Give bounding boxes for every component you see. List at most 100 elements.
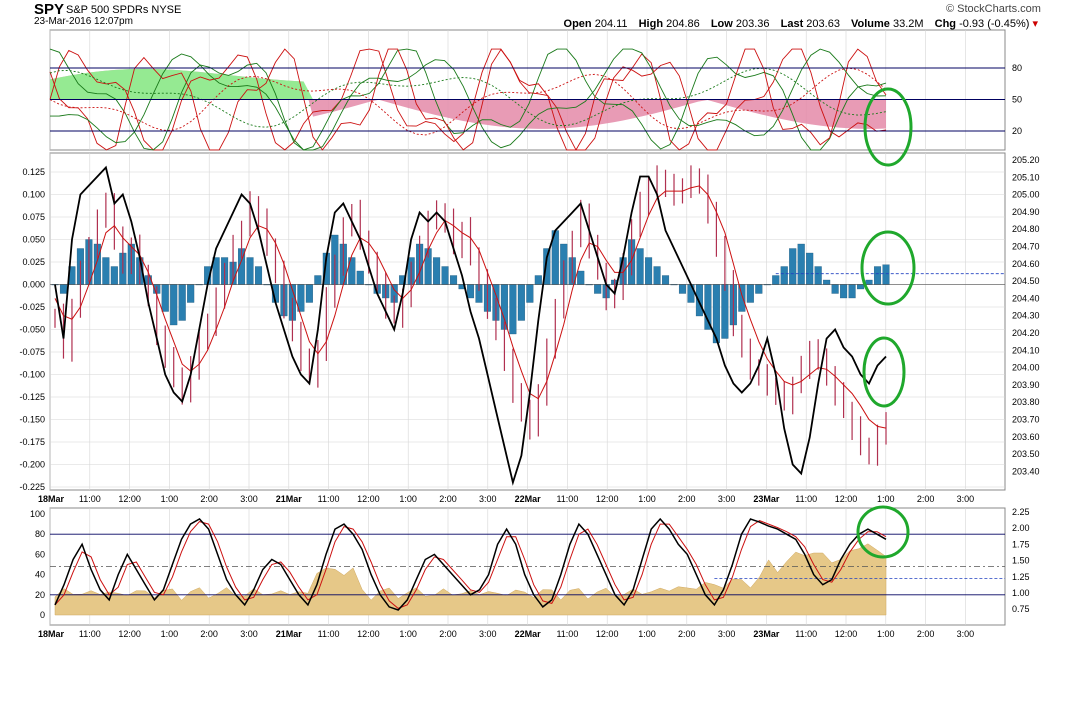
quote-summary: Open 204.11 High 204.86 Low 203.36 Last … [556, 17, 1038, 30]
upper-y-tick: 50 [1012, 95, 1022, 105]
main-x-tick: 2:00 [200, 494, 218, 504]
lower-x-tick: 12:00 [118, 629, 141, 639]
upper-y-tick: 80 [1012, 63, 1022, 73]
lower-x-tick: 21Mar [276, 629, 303, 639]
histogram-bar [187, 284, 195, 303]
upper-dotted-line [49, 67, 887, 128]
lower-x-tick: 3:00 [479, 629, 497, 639]
last-value: 203.63 [806, 18, 840, 30]
lower-x-tick: 3:00 [718, 629, 736, 639]
histogram-bar [704, 284, 712, 330]
main-y-tick-right: 204.80 [1012, 224, 1040, 234]
upper-red-line-2 [49, 48, 887, 151]
annotation-circle [856, 505, 910, 559]
lower-x-tick: 2:00 [200, 629, 218, 639]
main-x-tick: 3:00 [479, 494, 497, 504]
main-x-tick: 1:00 [638, 494, 656, 504]
lower-y-tick-right: 0.75 [1012, 604, 1030, 614]
histogram-bar [780, 266, 788, 285]
lower-x-tick: 1:00 [161, 629, 179, 639]
main-x-tick: 11:00 [556, 494, 578, 504]
histogram-bar [848, 284, 856, 299]
lower-y-tick-left: 60 [35, 549, 45, 559]
annotation-circle [863, 87, 913, 167]
security-name: S&P 500 SPDRs NYSE [66, 4, 181, 16]
lower-y-tick-left: 100 [30, 509, 45, 519]
histogram-bar [755, 284, 763, 294]
oscillator-line [54, 165, 887, 486]
histogram-bar [653, 266, 661, 285]
main-y-tick-left: -0.175 [19, 437, 45, 447]
main-y-tick-right: 205.20 [1012, 155, 1040, 165]
histogram-bar [789, 248, 797, 285]
main-y-tick-left: -0.050 [19, 325, 45, 335]
main-y-tick-left: -0.125 [19, 392, 45, 402]
histogram-bar [695, 284, 703, 317]
open-value: 204.11 [594, 18, 628, 30]
main-y-tick-right: 204.70 [1012, 242, 1040, 252]
moving-average-line [54, 185, 887, 429]
lower-x-tick: 2:00 [678, 629, 696, 639]
main-x-tick: 3:00 [718, 494, 736, 504]
lower-x-tick: 22Mar [515, 629, 542, 639]
lower-x-tick: 11:00 [318, 629, 340, 639]
main-x-tick: 2:00 [439, 494, 457, 504]
histogram-bar [577, 270, 585, 285]
down-arrow-icon: ▾ [1032, 18, 1038, 30]
upper-green-line-1 [49, 48, 887, 151]
main-y-tick-right: 204.20 [1012, 328, 1040, 338]
main-y-tick-right: 203.50 [1012, 449, 1040, 459]
lower-y-tick-right: 1.00 [1012, 588, 1030, 598]
main-y-tick-left: 0.050 [22, 235, 45, 245]
security-title: S&P 500 SPDRs [66, 4, 149, 16]
main-y-tick-left: -0.100 [19, 370, 45, 380]
histogram-bar [882, 264, 890, 285]
histogram-bar [517, 284, 525, 321]
lower-x-tick: 2:00 [917, 629, 935, 639]
histogram-bar [865, 279, 873, 285]
histogram-bar [110, 266, 118, 285]
histogram-bar [161, 284, 169, 312]
lower-x-tick: 1:00 [877, 629, 895, 639]
low-value: 203.36 [735, 18, 770, 30]
lower-y-tick-left: 20 [35, 590, 45, 600]
lower-x-tick: 3:00 [240, 629, 258, 639]
high-value: 204.86 [666, 18, 700, 30]
main-y-tick-right: 203.80 [1012, 397, 1040, 407]
main-x-tick: 2:00 [917, 494, 935, 504]
lower-x-tick: 11:00 [79, 629, 101, 639]
histogram-bar [356, 270, 364, 285]
lower-y-tick-left: 80 [35, 529, 45, 539]
histogram-bar [178, 284, 186, 321]
main-x-tick: 11:00 [79, 494, 101, 504]
lower-y-tick-right: 1.50 [1012, 556, 1030, 566]
histogram-bar [831, 284, 839, 294]
high-label: High [638, 18, 664, 30]
lower-y-tick-left: 0 [40, 610, 45, 620]
upper-green-line-2 [49, 48, 887, 151]
annotation-circle [862, 336, 906, 408]
volume-label: Volume [851, 18, 890, 30]
main-x-tick: 21Mar [276, 494, 303, 504]
main-y-tick-left: 0.075 [22, 212, 45, 222]
histogram-bar [450, 275, 458, 285]
main-y-tick-right: 205.10 [1012, 172, 1040, 182]
lower-x-tick: 12:00 [596, 629, 619, 639]
main-y-tick-right: 203.60 [1012, 432, 1040, 442]
main-x-tick: 2:00 [678, 494, 696, 504]
histogram-bar [678, 284, 687, 294]
main-y-tick-left: -0.025 [19, 302, 45, 312]
histogram-bar [102, 257, 110, 285]
histogram-bar [636, 248, 644, 285]
chart-datetime: 23-Mar-2016 12:07pm [34, 16, 133, 27]
main-x-tick: 12:00 [357, 494, 380, 504]
main-y-tick-left: -0.075 [19, 347, 45, 357]
main-x-tick: 3:00 [957, 494, 975, 504]
histogram-bar [534, 275, 542, 285]
main-x-tick: 12:00 [596, 494, 619, 504]
lower-y-tick-right: 2.25 [1012, 507, 1030, 517]
main-x-tick: 23Mar [753, 494, 780, 504]
main-y-tick-right: 205.00 [1012, 190, 1040, 200]
histogram-bar [433, 257, 441, 285]
histogram-bar [772, 275, 780, 285]
